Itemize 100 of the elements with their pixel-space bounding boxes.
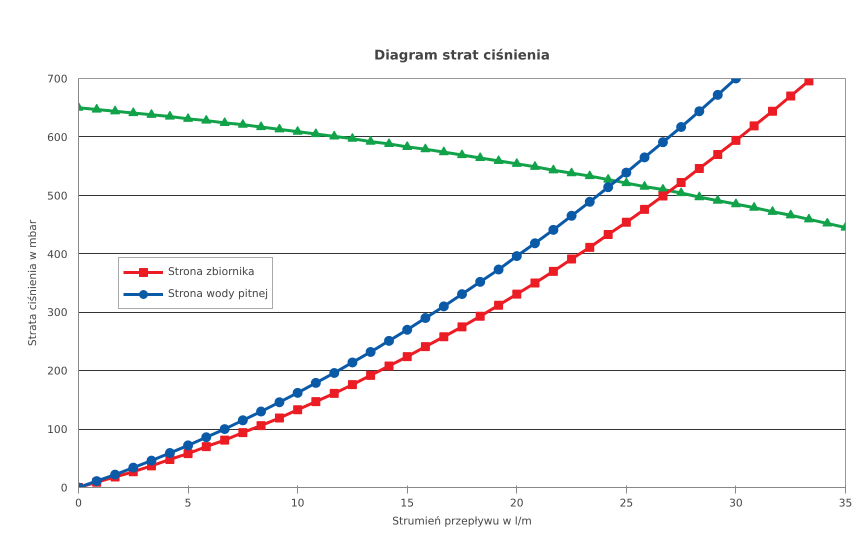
point [183,440,194,450]
point [622,218,631,227]
x-tick-label: 25 [620,496,634,510]
point [750,121,759,130]
point [220,424,230,434]
point [584,196,595,207]
point [438,146,449,156]
point [201,114,212,124]
point [676,187,686,196]
point [712,194,723,204]
y-tick-label: 500 [47,189,68,202]
y-tick-label: 700 [47,72,68,86]
y-tick-label: 300 [47,306,68,320]
point [731,136,740,145]
x-tick-label: 10 [290,496,305,510]
point [603,174,614,183]
x-tick-label: 30 [729,496,743,510]
point [366,370,376,380]
point [548,266,558,276]
point [311,397,320,406]
point [293,405,302,414]
point [238,415,248,426]
point [658,191,668,200]
y-tick-label: 400 [47,248,68,261]
point [494,155,504,164]
point [128,462,138,473]
x-tick-label: 35 [838,496,852,510]
point [676,122,686,132]
point [494,300,504,310]
chart-title: Diagram strat ciśnienia [374,48,550,64]
point [329,368,340,378]
point [92,104,102,113]
point [694,164,704,173]
point [402,324,412,335]
point [128,107,138,116]
point [110,106,120,114]
point [457,149,467,158]
point [512,290,522,299]
point [567,254,576,264]
point [348,380,357,390]
point [694,106,704,116]
x-tick-label: 0 [75,496,82,510]
point [713,150,722,159]
point [329,130,340,140]
point [566,167,577,176]
x-tick-label: 15 [400,496,414,510]
point [384,138,394,148]
point [658,137,668,148]
point [256,421,266,430]
point [202,442,211,452]
point [330,388,339,398]
point [420,144,430,152]
point [420,313,430,324]
point [640,180,650,190]
point [256,406,266,417]
point [274,124,284,132]
point [347,132,358,142]
y-tick-label: 0 [60,482,68,494]
point [621,168,632,178]
point [804,214,814,222]
point [476,312,485,321]
point [384,336,394,346]
point [712,90,723,100]
point [146,109,156,118]
y-tick-label: 100 [47,423,68,436]
point [238,428,248,438]
point [238,118,248,128]
point [256,121,266,130]
point [439,332,448,342]
point [384,361,394,370]
point [220,436,230,445]
point [310,378,321,388]
point [183,113,194,122]
point [621,177,632,186]
point [457,289,467,300]
point [274,397,284,408]
point [512,251,522,262]
point [110,470,120,480]
point [274,413,284,422]
point [530,238,540,248]
point [585,242,594,252]
point [420,342,430,352]
point [604,230,613,240]
point [584,170,595,180]
point [566,210,577,221]
point [201,432,212,442]
point [438,301,449,312]
point [146,456,156,466]
point [402,352,412,362]
point [749,202,760,211]
point [640,204,650,214]
legend-label: Strona wody pitnej [168,287,268,300]
point [184,449,193,458]
point [548,164,558,174]
point [292,126,303,135]
point [822,218,832,226]
point [475,276,486,287]
point [512,158,522,167]
point [694,191,704,200]
point [494,264,504,275]
